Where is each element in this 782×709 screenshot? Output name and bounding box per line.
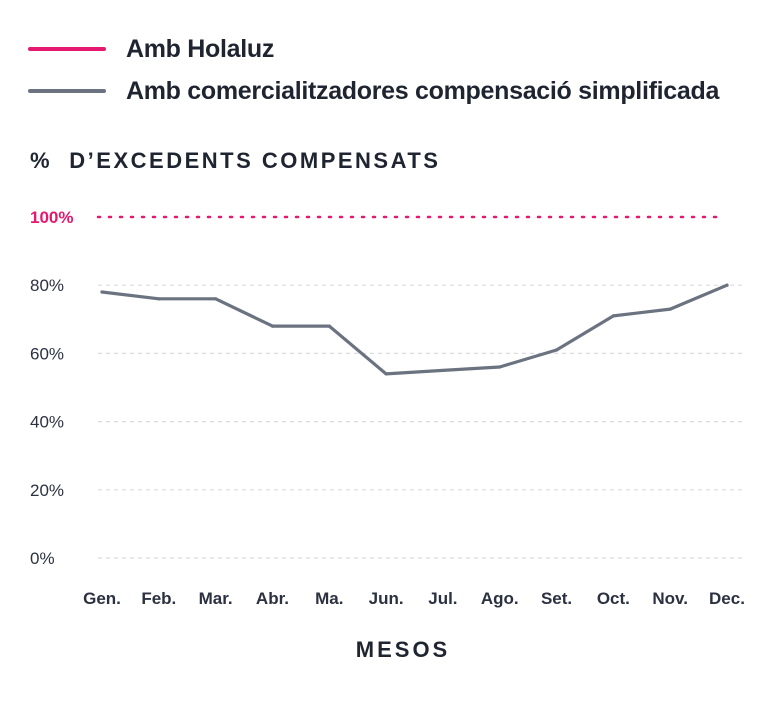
data-point: [668, 307, 672, 311]
x-tick-label: Mar.: [199, 589, 233, 608]
data-point: [100, 290, 104, 294]
data-point: [384, 372, 388, 376]
legend-swatch-holaluz: [28, 47, 106, 51]
x-tick-label: Nov.: [652, 589, 688, 608]
legend-label-simplified: Amb comercialitzadores compensació simpl…: [126, 76, 720, 105]
legend-item-simplified: Amb comercialitzadores compensació simpl…: [28, 70, 719, 112]
data-point: [270, 324, 275, 328]
x-tick-label: Oct.: [597, 589, 630, 608]
y-tick-label: 60%: [30, 344, 64, 363]
x-tick-label: Ma.: [315, 589, 343, 608]
data-point: [725, 283, 729, 287]
x-tick-label: Set.: [541, 589, 572, 608]
x-tick-label: Dec.: [709, 589, 745, 608]
data-point: [157, 297, 161, 301]
y-tick-label: 20%: [30, 481, 64, 500]
line-chart: 0% 20% 40% 60% 80% 100% Gen. Feb. Mar. Abr. Ma. Ju…: [30, 208, 745, 662]
x-tick-label: Abr.: [256, 589, 289, 608]
x-axis-label: MESOS: [356, 637, 450, 662]
data-point: [441, 368, 445, 373]
chart-title: % D’EXCEDENTS COMPENSATS: [30, 148, 441, 173]
x-tick-label: Gen.: [83, 589, 121, 608]
series-lines: [100, 283, 729, 376]
x-tick-label: Jul.: [428, 589, 457, 608]
y-tick-label: 40%: [30, 413, 64, 432]
legend-item-holaluz: Amb Holaluz: [28, 28, 719, 70]
chart-legend: Amb Holaluz Amb comercialitzadores compe…: [28, 28, 719, 112]
series-line-0: [100, 283, 729, 376]
grid-lines: [96, 215, 745, 559]
y-axis-ticks: 0% 20% 40% 60% 80% 100%: [30, 208, 73, 568]
x-tick-label: Feb.: [141, 589, 176, 608]
legend-label-holaluz: Amb Holaluz: [126, 34, 275, 63]
x-axis-ticks: Gen. Feb. Mar. Abr. Ma. Jun. Jul. Ago. Set. Oct. N…: [83, 589, 745, 608]
y-tick-label: 80%: [30, 276, 64, 295]
x-tick-label: Ago.: [481, 589, 519, 608]
data-point: [327, 324, 331, 328]
data-point: [611, 314, 615, 318]
data-point: [214, 297, 218, 301]
y-tick-label: 0%: [30, 549, 55, 568]
y-tick-label: 100%: [30, 208, 73, 227]
data-point: [554, 348, 559, 352]
data-point: [498, 365, 502, 369]
x-tick-label: Jun.: [369, 589, 404, 608]
legend-swatch-simplified: [28, 89, 106, 93]
